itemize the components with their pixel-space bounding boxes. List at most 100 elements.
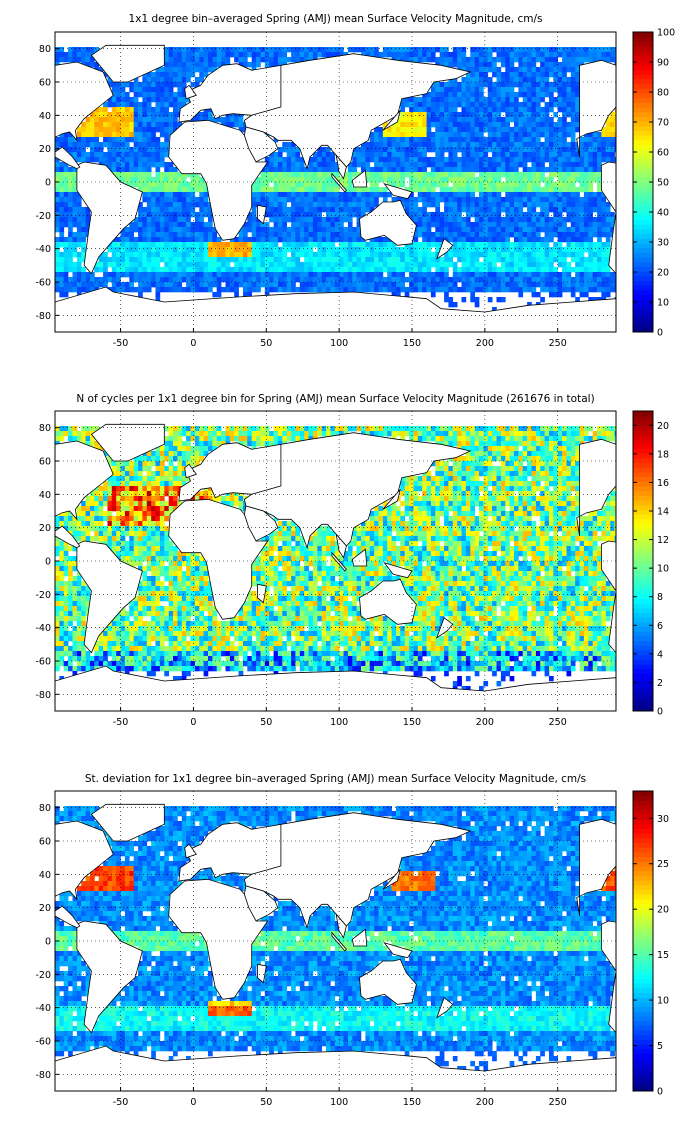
heatmap-cell [365,167,370,172]
heatmap-cell [186,192,191,197]
heatmap-cell [518,247,523,252]
heatmap-cell [540,222,545,227]
heatmap-cell [160,237,165,242]
heatmap-cell [300,177,305,182]
heatmap-cell [571,242,576,247]
heatmap-cell [252,242,257,247]
heatmap-cell [562,97,567,102]
heatmap-cell [291,222,296,227]
heatmap-cell [453,107,458,112]
heatmap-cell [483,237,488,242]
heatmap-cell [247,242,252,247]
heatmap-cell [558,426,563,431]
y-tick-label: -40 [35,244,51,255]
heatmap-cell [147,122,152,127]
heatmap-cell [462,137,467,142]
heatmap-cell [265,436,270,441]
heatmap-cell [326,252,331,257]
heatmap-cell [431,107,436,112]
heatmap-cell [344,227,349,232]
heatmap-cell [580,257,585,262]
heatmap-cell [396,431,401,436]
heatmap-cell [274,192,279,197]
heatmap-cell [204,232,209,237]
heatmap-cell [584,167,589,172]
heatmap-cell [409,282,414,287]
heatmap-cell [160,232,165,237]
heatmap-cell [256,57,261,62]
heatmap-cell [169,237,174,242]
heatmap-cell [125,127,130,132]
heatmap-cell [431,287,436,292]
heatmap-cell [134,247,139,252]
heatmap-cell [414,162,419,167]
heatmap-cell [553,112,558,117]
heatmap-cell [195,431,200,436]
heatmap-cell [514,247,519,252]
heatmap-cell [370,142,375,147]
heatmap-cell [615,117,620,122]
heatmap-cell [567,277,572,282]
heatmap-cell [81,277,86,282]
heatmap-cell [212,272,217,277]
heatmap-cell [164,192,169,197]
heatmap-cell [370,247,375,252]
heatmap-cell [112,142,117,147]
heatmap-cell [112,252,117,257]
heatmap-cell [540,237,545,242]
heatmap-cell [291,197,296,202]
heatmap-cell [348,222,353,227]
heatmap-cell [103,127,108,132]
heatmap-cell [243,267,248,272]
heatmap-cell [156,117,161,122]
colorbar-segment [633,224,653,229]
heatmap-cell [317,217,322,222]
heatmap-cell [514,102,519,107]
heatmap-cell [129,272,134,277]
heatmap-cell [440,426,445,431]
heatmap-cell [400,267,405,272]
heatmap-cell [182,182,187,187]
heatmap-cell [330,202,335,207]
heatmap-cell [470,137,475,142]
heatmap-cell [177,192,182,197]
heatmap-cell [90,137,95,142]
heatmap-cell [510,252,515,257]
heatmap-cell [453,162,458,167]
heatmap-cell [90,277,95,282]
heatmap-cell [195,282,200,287]
heatmap-cell [261,177,266,182]
heatmap-cell [510,107,515,112]
heatmap-cell [466,202,471,207]
heatmap-cell [567,177,572,182]
heatmap-cell [199,182,204,187]
heatmap-cell [326,47,331,52]
heatmap-cell [523,257,528,262]
heatmap-cell [291,207,296,212]
heatmap-cell [475,202,480,207]
heatmap-cell [357,157,362,162]
heatmap-cell [580,426,585,431]
heatmap-cell [164,47,169,52]
heatmap-cell [177,87,182,92]
heatmap-cell [540,172,545,177]
heatmap-cell [536,247,541,252]
heatmap-cell [580,272,585,277]
heatmap-cell [523,202,528,207]
heatmap-cell [147,217,152,222]
heatmap-cell [374,197,379,202]
heatmap-cell [68,252,73,257]
heatmap-cell [553,182,558,187]
heatmap-cell [414,57,419,62]
heatmap-cell [431,217,436,222]
heatmap-cell [103,272,108,277]
colorbar-segment [633,116,653,121]
heatmap-cell [475,122,480,127]
heatmap-cell [466,162,471,167]
heatmap-cell [261,192,266,197]
heatmap-cell [523,426,528,431]
heatmap-cell [287,162,292,167]
heatmap-cell [112,242,117,247]
heatmap-cell [330,242,335,247]
heatmap-cell [177,57,182,62]
